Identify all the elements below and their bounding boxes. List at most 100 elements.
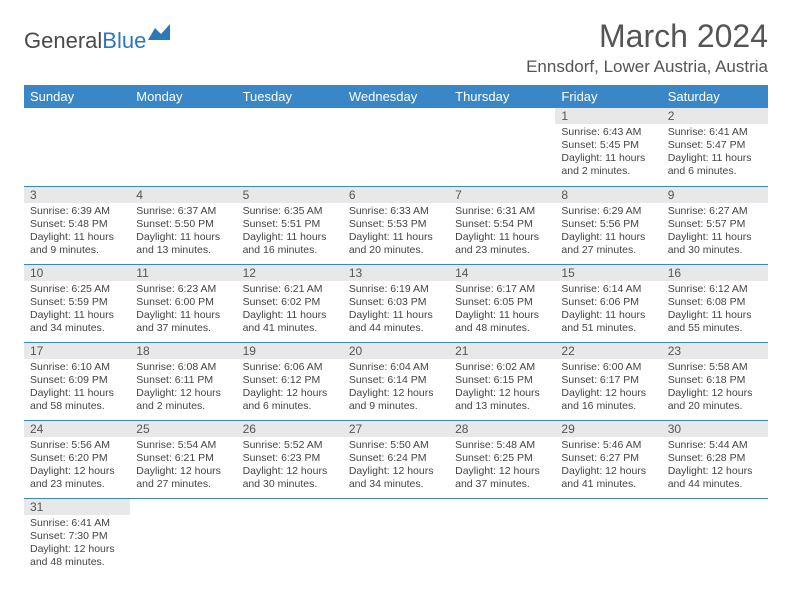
day-number: 26	[237, 421, 343, 437]
day-content: Sunrise: 5:54 AMSunset: 6:21 PMDaylight:…	[130, 437, 236, 496]
day-line: Sunset: 5:45 PM	[561, 139, 655, 152]
day-content: Sunrise: 6:00 AMSunset: 6:17 PMDaylight:…	[555, 359, 661, 418]
day-content: Sunrise: 6:37 AMSunset: 5:50 PMDaylight:…	[130, 203, 236, 262]
calendar-cell	[237, 498, 343, 576]
day-number: 27	[343, 421, 449, 437]
day-line: Sunrise: 6:10 AM	[30, 361, 124, 374]
day-number: 24	[24, 421, 130, 437]
dayname: Monday	[130, 85, 236, 108]
calendar-cell: 14Sunrise: 6:17 AMSunset: 6:05 PMDayligh…	[449, 264, 555, 342]
day-line: and 48 minutes.	[30, 556, 124, 569]
calendar-cell: 7Sunrise: 6:31 AMSunset: 5:54 PMDaylight…	[449, 186, 555, 264]
day-content: Sunrise: 6:17 AMSunset: 6:05 PMDaylight:…	[449, 281, 555, 340]
day-line: Daylight: 12 hours	[349, 465, 443, 478]
day-line: and 37 minutes.	[136, 322, 230, 335]
day-content: Sunrise: 6:04 AMSunset: 6:14 PMDaylight:…	[343, 359, 449, 418]
calendar-cell: 16 Sunrise: 6:12 AMSunset: 6:08 PMDayligh…	[662, 264, 768, 342]
calendar-cell	[343, 108, 449, 186]
day-line: Daylight: 11 hours	[243, 231, 337, 244]
day-line: Sunrise: 5:44 AM	[668, 439, 762, 452]
calendar-cell: 4Sunrise: 6:37 AMSunset: 5:50 PMDaylight…	[130, 186, 236, 264]
day-number: 7	[449, 187, 555, 203]
day-line: Sunrise: 6:39 AM	[30, 205, 124, 218]
day-number: 19	[237, 343, 343, 359]
day-line: Daylight: 11 hours	[349, 231, 443, 244]
calendar-cell: 5Sunrise: 6:35 AMSunset: 5:51 PMDaylight…	[237, 186, 343, 264]
calendar-cell: 17Sunrise: 6:10 AMSunset: 6:09 PMDayligh…	[24, 342, 130, 420]
day-line: Sunrise: 5:58 AM	[668, 361, 762, 374]
day-line: and 51 minutes.	[561, 322, 655, 335]
day-number: 16	[662, 265, 768, 281]
calendar-cell: 31Sunrise: 6:41 AMSunset: 7:30 PMDayligh…	[24, 498, 130, 576]
calendar-row: 3Sunrise: 6:39 AMSunset: 5:48 PMDaylight…	[24, 186, 768, 264]
day-line: Sunrise: 6:12 AM	[668, 283, 762, 296]
day-line: Sunset: 5:48 PM	[30, 218, 124, 231]
calendar-cell: 18Sunrise: 6:08 AMSunset: 6:11 PMDayligh…	[130, 342, 236, 420]
dayname: Wednesday	[343, 85, 449, 108]
day-line: Sunset: 5:47 PM	[668, 139, 762, 152]
day-number: 6	[343, 187, 449, 203]
day-line: Sunrise: 6:33 AM	[349, 205, 443, 218]
day-line: Daylight: 11 hours	[30, 387, 124, 400]
day-number: 3	[24, 187, 130, 203]
calendar-row: 10Sunrise: 6:25 AMSunset: 5:59 PMDayligh…	[24, 264, 768, 342]
dayname: Sunday	[24, 85, 130, 108]
day-line: Sunset: 6:03 PM	[349, 296, 443, 309]
day-content: Sunrise: 5:58 AMSunset: 6:18 PMDaylight:…	[662, 359, 768, 418]
day-line: Daylight: 11 hours	[30, 309, 124, 322]
day-line: and 16 minutes.	[561, 400, 655, 413]
day-line: Sunrise: 5:52 AM	[243, 439, 337, 452]
day-line: Sunrise: 6:41 AM	[668, 126, 762, 139]
day-line: Sunrise: 6:27 AM	[668, 205, 762, 218]
day-line: Daylight: 11 hours	[455, 309, 549, 322]
calendar-row: 17Sunrise: 6:10 AMSunset: 6:09 PMDayligh…	[24, 342, 768, 420]
day-number: 15	[555, 265, 661, 281]
calendar-cell	[130, 108, 236, 186]
day-content: Sunrise: 5:48 AMSunset: 6:25 PMDaylight:…	[449, 437, 555, 496]
dayname: Saturday	[662, 85, 768, 108]
day-content: Sunrise: 6:06 AMSunset: 6:12 PMDaylight:…	[237, 359, 343, 418]
day-line: Sunrise: 5:50 AM	[349, 439, 443, 452]
day-number: 31	[24, 499, 130, 515]
day-line: Sunset: 6:00 PM	[136, 296, 230, 309]
day-line: Sunrise: 6:02 AM	[455, 361, 549, 374]
day-line: Daylight: 12 hours	[30, 465, 124, 478]
flag-icon	[148, 24, 174, 47]
day-number: 11	[130, 265, 236, 281]
day-line: Daylight: 11 hours	[243, 309, 337, 322]
day-content: Sunrise: 6:39 AMSunset: 5:48 PMDaylight:…	[24, 203, 130, 262]
calendar-cell: 8Sunrise: 6:29 AMSunset: 5:56 PMDaylight…	[555, 186, 661, 264]
day-number: 17	[24, 343, 130, 359]
day-line: Sunset: 6:06 PM	[561, 296, 655, 309]
day-line: Sunset: 6:23 PM	[243, 452, 337, 465]
calendar-cell: 11Sunrise: 6:23 AMSunset: 6:00 PMDayligh…	[130, 264, 236, 342]
day-line: Sunset: 5:51 PM	[243, 218, 337, 231]
day-line: Daylight: 11 hours	[349, 309, 443, 322]
calendar-cell: 15Sunrise: 6:14 AMSunset: 6:06 PMDayligh…	[555, 264, 661, 342]
dayname: Tuesday	[237, 85, 343, 108]
day-line: Sunset: 6:08 PM	[668, 296, 762, 309]
day-line: Sunrise: 6:00 AM	[561, 361, 655, 374]
calendar-cell	[555, 498, 661, 576]
dayname-row: Sunday Monday Tuesday Wednesday Thursday…	[24, 85, 768, 108]
day-line: and 34 minutes.	[349, 478, 443, 491]
day-content: Sunrise: 6:29 AMSunset: 5:56 PMDaylight:…	[555, 203, 661, 262]
day-line: Sunrise: 6:19 AM	[349, 283, 443, 296]
day-number: 28	[449, 421, 555, 437]
day-line: Sunrise: 6:41 AM	[30, 517, 124, 530]
day-line: Daylight: 11 hours	[668, 231, 762, 244]
day-number: 9	[662, 187, 768, 203]
day-number: 21	[449, 343, 555, 359]
calendar-row: 1Sunrise: 6:43 AMSunset: 5:45 PMDaylight…	[24, 108, 768, 186]
day-number: 29	[555, 421, 661, 437]
day-number: 13	[343, 265, 449, 281]
day-line: and 44 minutes.	[668, 478, 762, 491]
day-line: and 27 minutes.	[136, 478, 230, 491]
day-content: Sunrise: 6:14 AMSunset: 6:06 PMDaylight:…	[555, 281, 661, 340]
day-line: Daylight: 11 hours	[668, 309, 762, 322]
day-line: and 34 minutes.	[30, 322, 124, 335]
day-line: Sunset: 6:28 PM	[668, 452, 762, 465]
day-line: and 13 minutes.	[136, 244, 230, 257]
day-line: Sunset: 6:12 PM	[243, 374, 337, 387]
day-line: Sunset: 7:30 PM	[30, 530, 124, 543]
